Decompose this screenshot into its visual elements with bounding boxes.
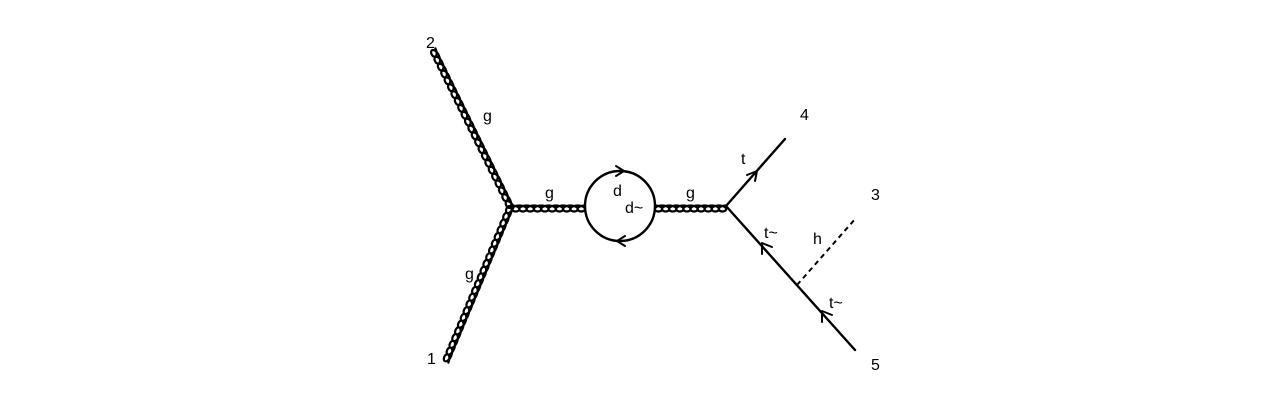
label-loop-antiquark: d~ bbox=[625, 200, 643, 217]
external-label-2: 2 bbox=[426, 35, 435, 52]
antitop-line bbox=[724, 204, 857, 352]
external-label-1: 1 bbox=[427, 351, 436, 368]
label-antitop-prop: t~ bbox=[764, 225, 778, 242]
gluon-propagator-right bbox=[653, 204, 728, 213]
external-label-3: 3 bbox=[871, 187, 880, 204]
label-loop-quark: d bbox=[613, 183, 622, 200]
label-gluon-in-1: g bbox=[465, 266, 474, 283]
higgs-line bbox=[796, 217, 857, 286]
loop-arrow-bottom-icon bbox=[616, 235, 626, 247]
label-gluon-in-2: g bbox=[483, 108, 492, 125]
label-antitop-out: t~ bbox=[829, 295, 843, 312]
antitop-arrow-lower-icon bbox=[821, 310, 833, 323]
external-label-5: 5 bbox=[871, 357, 880, 374]
label-higgs: h bbox=[813, 231, 822, 248]
label-gluon-left: g bbox=[545, 185, 554, 202]
loop-arrow-top-icon bbox=[615, 165, 625, 177]
label-top: t bbox=[741, 151, 746, 168]
label-gluon-right: g bbox=[686, 185, 695, 202]
antitop-arrow-upper-icon bbox=[761, 242, 773, 255]
gluon-line-external-2 bbox=[430, 47, 515, 210]
external-label-4: 4 bbox=[800, 107, 809, 124]
quark-loop bbox=[583, 169, 657, 243]
top-arrow-icon bbox=[746, 170, 758, 182]
gluon-line-external-1 bbox=[442, 204, 515, 364]
gluon-propagator-left bbox=[510, 204, 587, 213]
